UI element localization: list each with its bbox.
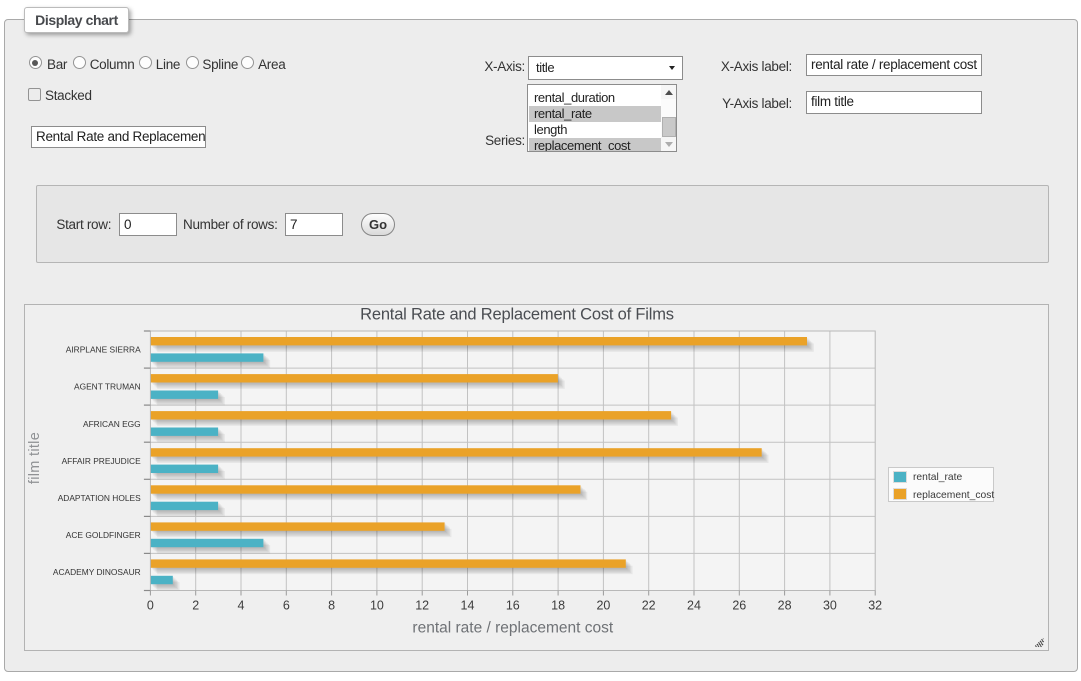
svg-text:ACADEMY DINOSAUR: ACADEMY DINOSAUR (53, 567, 141, 577)
svg-text:AGENT TRUMAN: AGENT TRUMAN (74, 382, 141, 392)
svg-text:32: 32 (868, 599, 882, 613)
svg-text:6: 6 (283, 599, 290, 613)
svg-text:18: 18 (551, 599, 565, 613)
svg-text:22: 22 (642, 599, 656, 613)
svg-text:AFFAIR PREJUDICE: AFFAIR PREJUDICE (62, 456, 142, 466)
svg-text:rental rate / replacement cost: rental rate / replacement cost (412, 620, 613, 637)
svg-text:30: 30 (823, 599, 837, 613)
svg-text:AIRPLANE SIERRA: AIRPLANE SIERRA (66, 345, 141, 355)
svg-text:12: 12 (415, 599, 429, 613)
svg-text:ADAPTATION HOLES: ADAPTATION HOLES (58, 493, 141, 503)
svg-text:Rental Rate and Replacement Co: Rental Rate and Replacement Cost of Film… (360, 306, 674, 324)
svg-text:10: 10 (370, 599, 384, 613)
svg-text:16: 16 (506, 599, 520, 613)
svg-text:2: 2 (192, 599, 199, 613)
svg-text:14: 14 (461, 599, 475, 613)
svg-text:ACE GOLDFINGER: ACE GOLDFINGER (66, 530, 141, 540)
svg-text:0: 0 (147, 599, 154, 613)
svg-text:28: 28 (778, 599, 792, 613)
svg-text:4: 4 (238, 599, 245, 613)
svg-text:24: 24 (687, 599, 701, 613)
svg-text:AFRICAN EGG: AFRICAN EGG (83, 419, 141, 429)
svg-text:20: 20 (596, 599, 610, 613)
svg-text:26: 26 (732, 599, 746, 613)
svg-text:8: 8 (328, 599, 335, 613)
svg-text:film title: film title (27, 432, 43, 484)
